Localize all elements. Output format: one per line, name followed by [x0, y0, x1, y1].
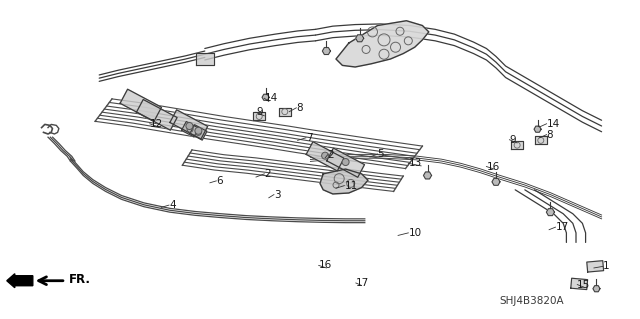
Text: 6: 6 [216, 176, 223, 186]
Circle shape [195, 127, 202, 134]
Polygon shape [182, 122, 198, 137]
Polygon shape [120, 89, 161, 121]
Polygon shape [279, 108, 291, 116]
Text: 9: 9 [256, 107, 262, 117]
Polygon shape [587, 261, 604, 272]
Text: 16: 16 [486, 161, 500, 172]
Polygon shape [326, 148, 365, 177]
Text: 15: 15 [577, 279, 591, 290]
Text: 3: 3 [274, 189, 280, 200]
Text: 13: 13 [408, 158, 422, 168]
Circle shape [186, 122, 193, 130]
Circle shape [342, 159, 349, 166]
Polygon shape [511, 141, 523, 149]
Polygon shape [547, 209, 554, 216]
Text: 14: 14 [264, 93, 278, 103]
Text: 4: 4 [169, 200, 175, 210]
Polygon shape [262, 94, 269, 100]
Polygon shape [306, 142, 344, 171]
Text: 2: 2 [328, 150, 334, 160]
Polygon shape [535, 136, 547, 145]
Polygon shape [253, 112, 265, 121]
Polygon shape [571, 278, 588, 290]
Text: 12: 12 [150, 119, 163, 129]
Polygon shape [424, 172, 431, 179]
Text: 11: 11 [344, 181, 358, 191]
Text: 16: 16 [319, 260, 332, 271]
Polygon shape [492, 178, 500, 185]
Text: 1: 1 [603, 261, 609, 271]
Text: 10: 10 [408, 228, 422, 238]
Polygon shape [190, 125, 207, 140]
Text: FR.: FR. [69, 273, 91, 286]
Polygon shape [593, 286, 600, 292]
Polygon shape [136, 100, 177, 130]
Polygon shape [356, 35, 364, 42]
Polygon shape [170, 110, 208, 139]
Polygon shape [196, 53, 214, 65]
FancyArrow shape [7, 274, 33, 288]
Text: 9: 9 [509, 135, 516, 145]
Text: 5: 5 [378, 149, 384, 159]
Text: 2: 2 [264, 169, 271, 179]
Text: 7: 7 [306, 133, 312, 143]
Text: SHJ4B3820A: SHJ4B3820A [499, 296, 563, 307]
Polygon shape [320, 169, 368, 194]
Text: 14: 14 [547, 119, 560, 129]
Circle shape [322, 152, 328, 159]
Text: 17: 17 [356, 278, 369, 288]
Polygon shape [534, 126, 541, 132]
Text: 8: 8 [547, 130, 553, 140]
Polygon shape [323, 48, 330, 55]
Text: 17: 17 [556, 222, 569, 232]
Polygon shape [336, 21, 429, 67]
Text: 8: 8 [296, 103, 303, 113]
